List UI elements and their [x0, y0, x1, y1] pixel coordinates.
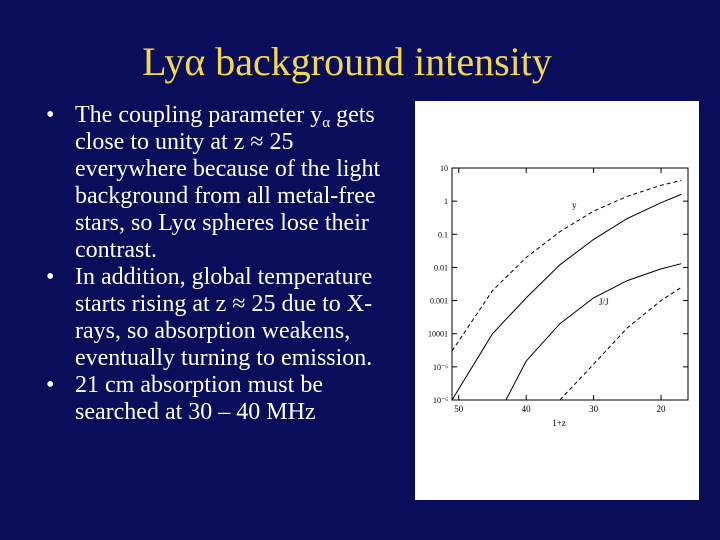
bullet-text: 21 cm absorption must be searched at 30 … [75, 372, 323, 425]
bullet-marker: • [46, 102, 55, 128]
y-tick-label: 10001 [428, 330, 448, 339]
x-tick-label: 50 [454, 404, 464, 414]
solid-curve [505, 263, 682, 401]
bullet-text-end: gets close to unity at z ≈ 25 everywhere… [75, 102, 381, 263]
y-ticks: 10 1 0.1 0.01 0.001 10001 10⁻⁶ 10⁻⁶ [428, 164, 688, 405]
x-tick-label: 30 [589, 404, 599, 414]
slide-title: Lyα background intensity [142, 39, 552, 84]
curve-label-j-ratio: J/J [599, 297, 609, 307]
figure-panel: 50 40 30 20 10 1 0.1 0.01 0.001 10001 10⁻⁶ 10⁻⁶ y … [415, 101, 699, 500]
bullet-item: • In addition, global temperature starts… [46, 264, 406, 372]
curves [451, 180, 682, 401]
dashed-curve [451, 180, 682, 352]
plot-frame [451, 167, 689, 401]
y-tick-label: 0.1 [438, 230, 448, 239]
x-tick-label: 20 [657, 404, 667, 414]
y-tick-label: 10 [440, 164, 448, 173]
bullet-text-start: The coupling parameter y [75, 102, 323, 128]
x-axis-label: 1+z [552, 418, 566, 428]
y-tick-label: 10⁻⁶ [433, 396, 448, 405]
bullet-marker: • [46, 264, 55, 290]
y-tick-label: 1 [444, 197, 448, 206]
y-tick-label: 0.01 [434, 263, 448, 272]
bullet-item: • 21 cm absorption must be searched at 3… [46, 372, 406, 426]
curve-label-y-alpha: y [572, 200, 577, 210]
y-tick-label: 0.001 [430, 297, 448, 306]
solid-curve [451, 193, 682, 401]
y-tick-label: 10⁻⁶ [433, 363, 448, 372]
bullet-item: • The coupling parameter yα gets close t… [46, 102, 406, 264]
bullet-subscript: α [322, 115, 331, 131]
bullet-list: • The coupling parameter yα gets close t… [46, 102, 406, 426]
x-ticks: 50 40 30 20 [454, 168, 666, 414]
x-tick-label: 40 [522, 404, 532, 414]
bullet-text: In addition, global temperature starts r… [75, 264, 373, 371]
bullet-marker: • [46, 372, 55, 398]
dashed-curve [559, 286, 682, 401]
